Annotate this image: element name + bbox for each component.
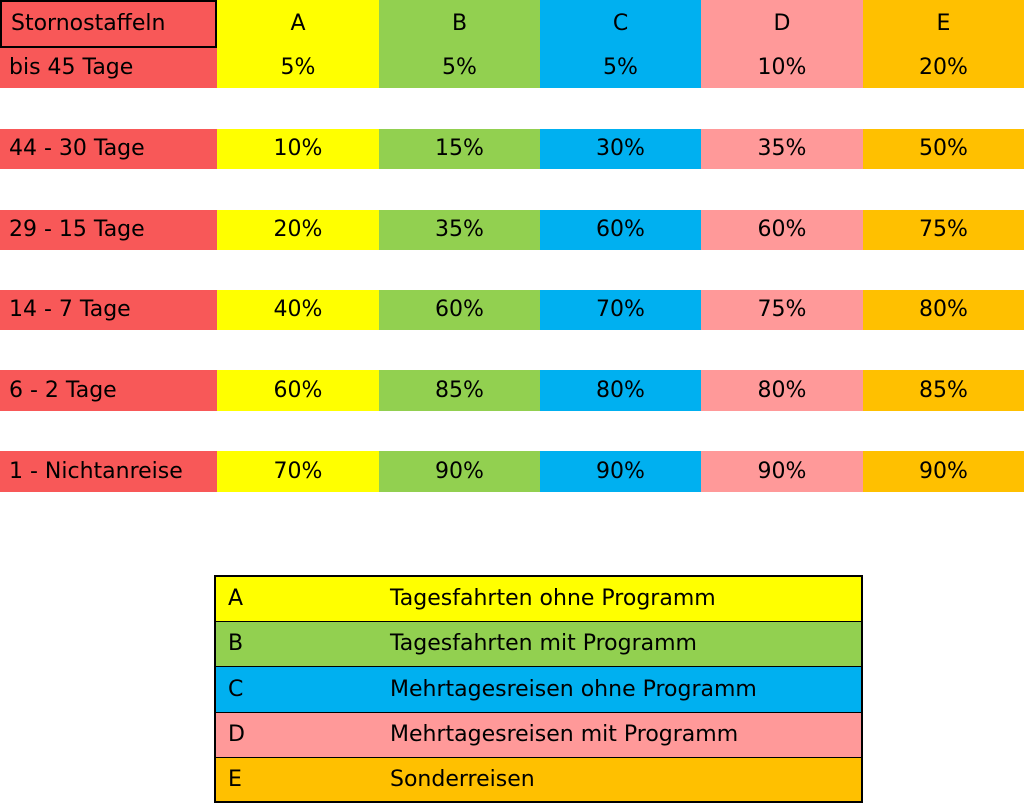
value-cell: 5% <box>379 48 540 88</box>
column-header-c: C <box>540 0 701 48</box>
value-cell: 30% <box>540 129 701 169</box>
legend-row-d: D Mehrtagesreisen mit Programm <box>216 713 861 758</box>
column-header-e: E <box>863 0 1024 48</box>
value-cell: 40% <box>217 290 379 330</box>
column-header-d: D <box>701 0 863 48</box>
legend-key: B <box>228 631 244 656</box>
value-cell: 90% <box>701 451 863 492</box>
value-cell: 80% <box>863 290 1024 330</box>
column-header-a: A <box>217 0 379 48</box>
legend-key: C <box>228 676 244 702</box>
value-cell: 90% <box>379 451 540 492</box>
value-cell: 60% <box>379 290 540 330</box>
row-label: 6 - 2 Tage <box>0 370 217 411</box>
legend-row-b: B Tagesfahrten mit Programm <box>216 622 861 667</box>
legend-row-c: C Mehrtagesreisen ohne Programm <box>216 667 861 713</box>
value-cell: 85% <box>863 370 1024 411</box>
value-cell: 70% <box>217 451 379 492</box>
value-cell: 85% <box>379 370 540 411</box>
legend-description: Sonderreisen <box>390 766 535 792</box>
row-label: 14 - 7 Tage <box>0 290 217 330</box>
legend-key: A <box>228 586 244 611</box>
legend-key: E <box>228 766 242 792</box>
row-label: bis 45 Tage <box>0 48 217 88</box>
column-header-b: B <box>379 0 540 48</box>
value-cell: 5% <box>540 48 701 88</box>
value-cell: 80% <box>540 370 701 411</box>
value-cell: 90% <box>863 451 1024 492</box>
legend-row-a: A Tagesfahrten ohne Programm <box>216 577 861 622</box>
value-cell: 60% <box>540 210 701 250</box>
value-cell: 60% <box>701 210 863 250</box>
value-cell: 35% <box>379 210 540 250</box>
value-cell: 50% <box>863 129 1024 169</box>
legend-description: Mehrtagesreisen mit Programm <box>390 722 739 747</box>
value-cell: 80% <box>701 370 863 411</box>
value-cell: 20% <box>863 48 1024 88</box>
value-cell: 5% <box>217 48 379 88</box>
row-label: 29 - 15 Tage <box>0 210 217 250</box>
value-cell: 15% <box>379 129 540 169</box>
legend-key: D <box>228 722 245 747</box>
row-label: 1 - Nichtanreise <box>0 451 217 492</box>
legend-description: Tagesfahrten mit Programm <box>390 631 697 656</box>
category-legend: A Tagesfahrten ohne Programm B Tagesfahrten… <box>214 575 863 803</box>
value-cell: 35% <box>701 129 863 169</box>
legend-row-e: E Sonderreisen <box>216 758 861 801</box>
value-cell: 60% <box>217 370 379 411</box>
value-cell: 75% <box>701 290 863 330</box>
value-cell: 70% <box>540 290 701 330</box>
value-cell: 20% <box>217 210 379 250</box>
legend-description: Tagesfahrten ohne Programm <box>390 586 716 611</box>
row-label: 44 - 30 Tage <box>0 129 217 169</box>
value-cell: 10% <box>701 48 863 88</box>
table-title: Stornostaffeln <box>0 0 217 48</box>
value-cell: 90% <box>540 451 701 492</box>
value-cell: 10% <box>217 129 379 169</box>
value-cell: 75% <box>863 210 1024 250</box>
legend-description: Mehrtagesreisen ohne Programm <box>390 676 757 702</box>
